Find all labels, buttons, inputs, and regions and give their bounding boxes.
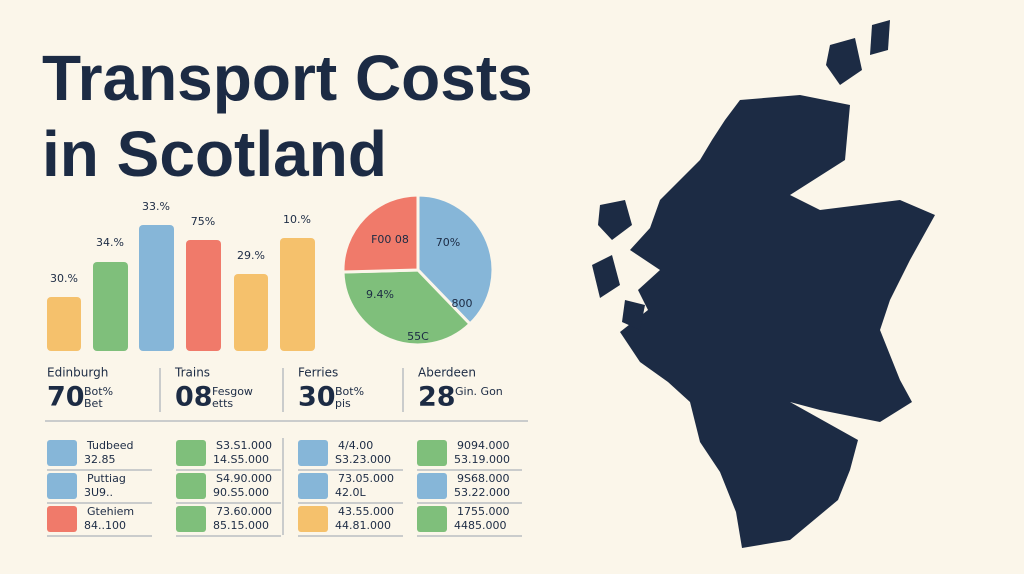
pie-label: F00 08 <box>371 233 409 246</box>
stat-sub: Gin. Gon <box>455 385 503 398</box>
legend-text: Gtehiem <box>87 505 134 518</box>
stat-sub: Bot% <box>335 385 364 398</box>
legend-text: 3U9.. <box>84 486 113 499</box>
mainland <box>620 95 935 548</box>
legend-text: 53.22.000 <box>454 486 510 499</box>
legend-text: 32.85 <box>84 453 116 466</box>
stat-label: Edinburgh <box>47 366 108 380</box>
bar-label: 33.% <box>142 200 170 213</box>
bar-label: 30.% <box>50 272 78 285</box>
bar-label: 10.% <box>283 213 311 226</box>
stat-sub: pis <box>335 397 351 410</box>
stat-number: 30 <box>298 382 336 413</box>
stat-label: Trains <box>174 366 210 380</box>
island <box>826 38 862 85</box>
stat-number: 70 <box>47 382 85 413</box>
legend-swatch <box>47 440 77 466</box>
legend-text: 9094.000 <box>457 439 510 452</box>
legend-text: 4/4.00 <box>338 439 373 452</box>
stat-label: Ferries <box>298 366 338 380</box>
legend-swatch <box>176 506 206 532</box>
island <box>592 255 620 298</box>
pie <box>341 193 495 347</box>
legend-swatch <box>298 473 328 499</box>
legend-text: 1755.000 <box>457 505 510 518</box>
legend-swatch <box>417 440 447 466</box>
legend-text: S3.23.000 <box>335 453 391 466</box>
legend-text: 4485.000 <box>454 519 507 532</box>
bars <box>47 225 315 351</box>
legend-swatch <box>47 506 77 532</box>
legend-text: 85.15.000 <box>213 519 269 532</box>
title-line: Transport Costs <box>42 42 533 114</box>
island <box>622 300 645 330</box>
legend-text: Tudbeed <box>86 439 134 452</box>
stat-number: 28 <box>418 382 456 413</box>
pie-label: 55C <box>407 330 429 343</box>
legend-swatch <box>417 506 447 532</box>
legend-swatch <box>298 440 328 466</box>
legend-text: 73.05.000 <box>338 472 394 485</box>
legend-text: 53.19.000 <box>454 453 510 466</box>
legend-text: S3.S1.000 <box>216 439 272 452</box>
legend-swatch <box>298 506 328 532</box>
bar-label: 75% <box>191 215 215 228</box>
island <box>870 20 890 55</box>
stat-sub: Bot% <box>84 385 113 398</box>
legend-swatch <box>417 473 447 499</box>
stat-sub: etts <box>212 397 233 410</box>
island <box>598 200 632 240</box>
bar <box>139 225 174 351</box>
pie-slice <box>341 268 473 347</box>
legend-text: 44.81.000 <box>335 519 391 532</box>
stat-label: Aberdeen <box>418 366 476 380</box>
bar <box>47 297 81 351</box>
title-line: in Scotland <box>42 118 387 190</box>
legend-text: 43.55.000 <box>338 505 394 518</box>
pie-slice <box>341 193 420 274</box>
stat-sub: Fesgow <box>212 385 253 398</box>
legend-text: 14.S5.000 <box>213 453 269 466</box>
legend-text: 90.S5.000 <box>213 486 269 499</box>
legend-text: S4.90.000 <box>216 472 272 485</box>
legend-swatch <box>47 473 77 499</box>
legend-swatch <box>176 440 206 466</box>
bar <box>93 262 128 351</box>
pie-slice <box>416 193 495 327</box>
stat-sub: Bet <box>84 397 103 410</box>
bar <box>186 240 221 351</box>
pie-label: 70% <box>436 236 460 249</box>
stat-number: 08 <box>175 382 213 413</box>
pie-label: 9.4% <box>366 288 394 301</box>
pie-label: 800 <box>452 297 473 310</box>
bar <box>280 238 315 351</box>
bar-label: 29.% <box>237 249 265 262</box>
legend-text: 84..100 <box>84 519 126 532</box>
legend-text: 73.60.000 <box>216 505 272 518</box>
legend-swatch <box>176 473 206 499</box>
legend-text: Puttiag <box>87 472 126 485</box>
bar <box>234 274 268 351</box>
bar-label: 34.% <box>96 236 124 249</box>
legend-text: 9S68.000 <box>457 472 509 485</box>
legend-text: 42.0L <box>335 486 366 499</box>
map <box>592 20 935 548</box>
